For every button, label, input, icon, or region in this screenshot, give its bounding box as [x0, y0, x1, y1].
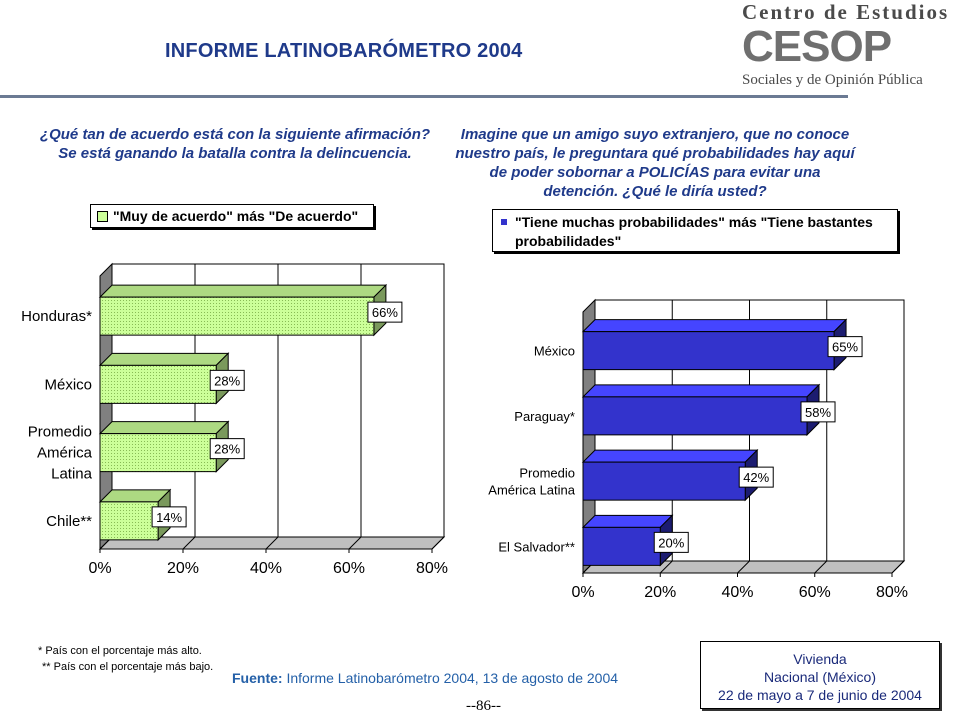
- source-text: Informe Latinobarómetro 2004, 13 de agos…: [286, 670, 619, 686]
- right-bar-top: [581, 514, 674, 528]
- right-floor-gridline: [659, 560, 673, 574]
- left-value-label-box: [151, 506, 187, 528]
- right-x-tick-label: 20%: [644, 584, 676, 601]
- survey-line-1: Vivienda: [793, 651, 847, 667]
- left-legend-label: "Muy de acuerdo" más "De acuerdo": [113, 208, 359, 224]
- survey-line-2: Nacional (México): [763, 669, 877, 685]
- page-number: --86--: [466, 698, 501, 714]
- logo-bottom-text: Sociales y de Opinión Pública: [742, 72, 923, 88]
- right-x-tick-label: 80%: [876, 584, 908, 601]
- footnote-highest: * País con el porcentaje más alto.: [38, 645, 202, 657]
- left-value-label: 14%: [156, 510, 182, 525]
- logo-mid-text: CESOP: [742, 22, 892, 71]
- right-question: Imagine que un amigo suyo extranjero, qu…: [455, 126, 855, 200]
- right-bar: [582, 461, 746, 501]
- left-legend-swatch: [97, 211, 108, 222]
- right-value-label: 65%: [832, 340, 858, 355]
- cesop-logo: Centro de Estudios CESOP Sociales y de O…: [738, 0, 960, 95]
- right-floor-gridline: [737, 560, 750, 574]
- left-value-label: 28%: [214, 442, 240, 457]
- right-x-tick-label: 40%: [721, 584, 753, 601]
- left-question: ¿Qué tan de acuerdo está con la siguient…: [39, 126, 431, 162]
- source-label: Fuente:: [232, 670, 283, 686]
- right-bar: [582, 526, 661, 566]
- right-value-label-box: [738, 466, 774, 488]
- left-floor-gridline: [265, 536, 279, 550]
- left-x-tick-label: 20%: [167, 560, 199, 577]
- survey-info-box: Vivienda Nacional (México) 22 de mayo a …: [700, 641, 940, 709]
- right-legend-line-1: "Tiene muchas probabilidades" más "Tiene…: [515, 214, 873, 230]
- left-value-label: 66%: [372, 305, 398, 320]
- left-floor-gridline: [348, 536, 362, 550]
- right-category-label: Promedio: [519, 466, 575, 481]
- right-bar: [582, 396, 808, 436]
- right-value-label: 42%: [743, 470, 769, 485]
- right-legend-label: "Tiene muchas probabilidades" más "Tiene…: [515, 213, 873, 251]
- left-value-label-box: [209, 438, 245, 460]
- right-bar-top: [581, 449, 759, 463]
- left-x-tick-label: 80%: [416, 560, 448, 577]
- right-category-label: América Latina: [488, 483, 575, 498]
- left-category-label: Latina: [51, 466, 93, 483]
- logo-top-text: Centro de Estudios: [742, 0, 950, 24]
- right-floor-gridline: [891, 560, 905, 574]
- left-chart-legend: "Muy de acuerdo" más "De acuerdo": [90, 204, 374, 228]
- left-category-label: Honduras*: [21, 308, 92, 325]
- right-x-tick-label: 0%: [571, 584, 594, 601]
- survey-line-3: 22 de mayo a 7 de junio de 2004: [718, 687, 922, 703]
- left-bar: [99, 296, 375, 336]
- right-chart-legend: "Tiene muchas probabilidades" más "Tiene…: [492, 209, 898, 252]
- left-bar: [99, 364, 217, 404]
- left-value-label-box: [209, 369, 245, 391]
- right-category-label: Paraguay*: [514, 409, 575, 424]
- left-category-label: Chile**: [46, 513, 92, 530]
- right-value-label-box: [827, 336, 863, 358]
- left-x-tick-label: 40%: [250, 560, 282, 577]
- right-bar-top: [581, 384, 821, 398]
- source-line: Fuente: Informe Latinobarómetro 2004, 13…: [232, 670, 618, 686]
- left-value-label: 28%: [214, 373, 240, 388]
- right-floor-gridline: [814, 560, 828, 574]
- right-value-label-box: [800, 401, 836, 423]
- right-value-label-box: [653, 531, 689, 553]
- left-bar: [99, 501, 159, 541]
- left-category-label: América: [37, 445, 93, 462]
- footnote-lowest: ** País con el porcentaje más bajo.: [42, 661, 214, 673]
- left-category-label: México: [44, 376, 92, 393]
- right-legend-swatch: [501, 219, 507, 225]
- left-value-label-box: [367, 301, 403, 323]
- header-divider: [0, 95, 848, 98]
- page-title: INFORME LATINOBARÓMETRO 2004: [165, 40, 523, 62]
- left-x-tick-label: 60%: [333, 560, 365, 577]
- left-x-tick-label: 0%: [88, 560, 111, 577]
- left-floor-gridline: [182, 536, 196, 550]
- right-category-label: México: [534, 344, 575, 359]
- right-legend-line-2: probabilidades": [515, 233, 622, 249]
- right-value-label: 20%: [658, 535, 684, 550]
- right-bar-top: [581, 319, 848, 333]
- right-bar: [582, 331, 835, 371]
- right-x-tick-label: 60%: [799, 584, 831, 601]
- footnotes: * País con el porcentaje más alto. ** Pa…: [38, 643, 213, 675]
- left-floor-gridline: [431, 536, 445, 550]
- right-value-label: 58%: [805, 405, 831, 420]
- left-bar: [99, 433, 217, 473]
- left-category-label: Promedio: [28, 424, 92, 441]
- right-category-label: El Salvador**: [498, 539, 575, 554]
